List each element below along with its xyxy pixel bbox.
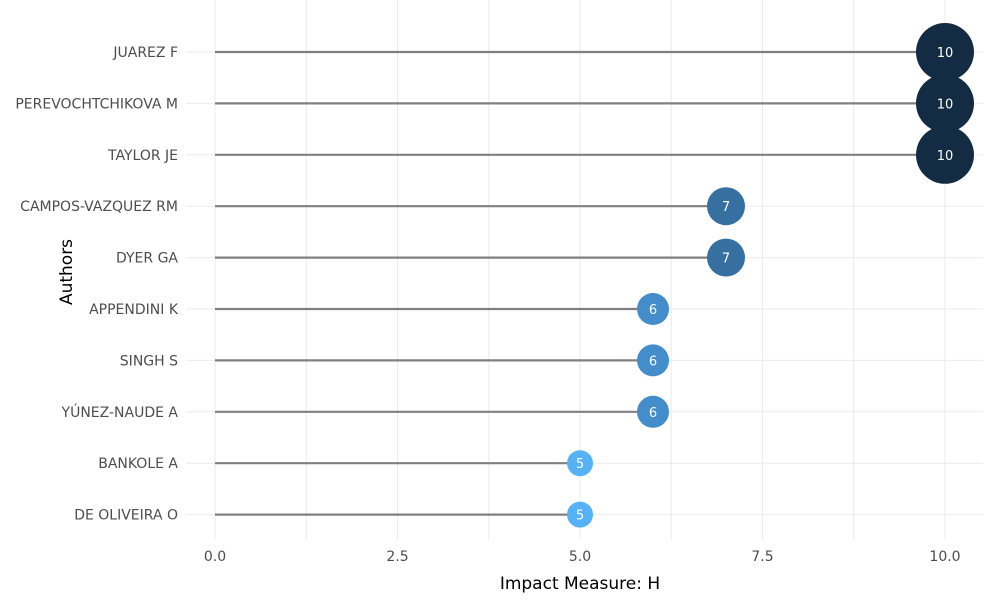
lollipop-point — [637, 293, 669, 325]
lollipop-point — [707, 187, 745, 226]
point-value-label: 6 — [649, 354, 657, 369]
lollipop-point — [637, 344, 669, 377]
lollipop-point — [916, 125, 974, 184]
x-axis-title: Impact Measure: H — [500, 574, 660, 594]
x-tick-label: 2.5 — [386, 549, 408, 565]
lollipop-point — [567, 501, 593, 528]
y-tick-label: SINGH S — [120, 353, 178, 369]
y-axis-title: Authors — [57, 239, 77, 305]
lollipop-point — [567, 450, 593, 477]
y-tick-label: YÚNEZ-NAUDE A — [61, 403, 179, 421]
y-tick-labels: JUAREZ F PEREVOCHTCHIKOVA M TAYLOR JE CAMPO… — [15, 45, 178, 524]
y-tick-label: DYER GA — [116, 251, 178, 267]
stems — [215, 50, 945, 516]
point-value-label: 5 — [576, 457, 584, 472]
x-tick-labels: 0.0 2.5 5.0 7.5 10.0 — [204, 549, 961, 565]
point-value-label: 6 — [649, 406, 657, 421]
lollipop-point — [916, 23, 974, 81]
x-tick-label: 5.0 — [569, 549, 591, 565]
points: 10 10 10 7 7 6 6 6 5 5 — [567, 23, 974, 528]
y-tick-label: APPENDINI K — [89, 302, 179, 318]
x-tick-label: 0.0 — [204, 549, 226, 565]
lollipop-point — [916, 74, 974, 133]
y-tick-label: JUAREZ F — [112, 45, 178, 61]
y-tick-label: PEREVOCHTCHIKOVA M — [15, 96, 178, 112]
lollipop-point — [707, 238, 745, 277]
point-value-label: 10 — [937, 97, 954, 112]
x-tick-label: 10.0 — [929, 549, 960, 565]
point-value-label: 10 — [937, 46, 954, 61]
x-tick-label: 7.5 — [751, 549, 773, 565]
point-value-label: 6 — [649, 303, 657, 318]
y-tick-label: DE OLIVEIRA O — [74, 508, 178, 524]
y-tick-label: CAMPOS-VAZQUEZ RM — [20, 199, 178, 215]
point-value-label: 10 — [937, 149, 954, 164]
point-value-label: 5 — [576, 509, 584, 524]
point-value-label: 7 — [722, 252, 730, 267]
y-tick-label: TAYLOR JE — [107, 148, 178, 164]
y-tick-label: BANKOLE A — [98, 456, 178, 472]
point-value-label: 7 — [722, 200, 730, 215]
lollipop-point — [637, 395, 669, 428]
